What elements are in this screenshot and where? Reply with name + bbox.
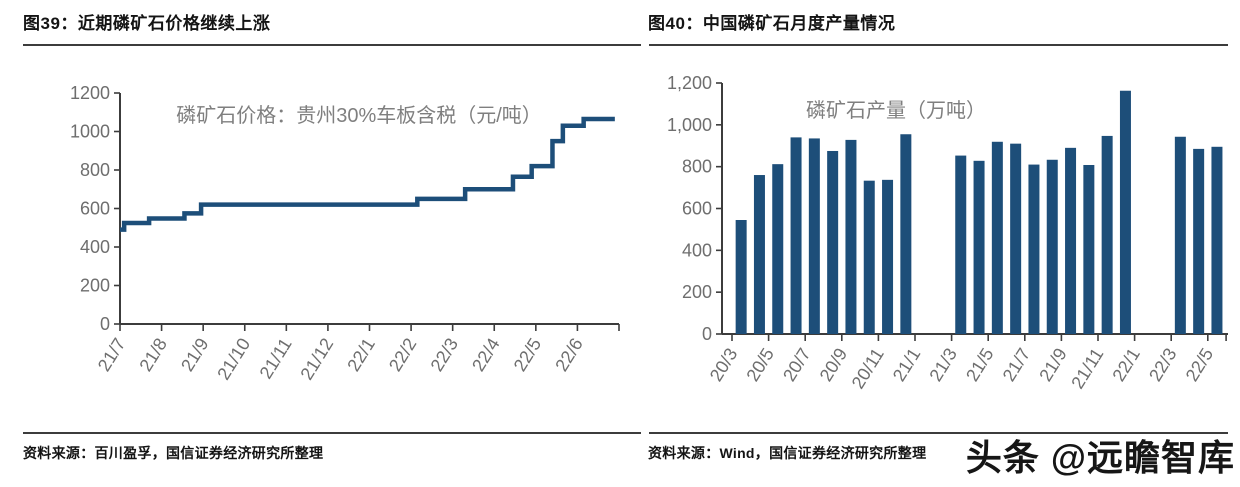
x-tick-label: 21/1 [889,345,925,385]
bar [827,150,839,334]
x-tick-label: 22/2 [385,335,421,375]
y-axis: 0 200 400 600 800 1,000 1,200 [667,73,722,344]
header-rule-left [23,44,641,46]
footer-rule-right [649,432,1228,434]
x-tick-label: 21/9 [1035,345,1071,385]
bar [1010,143,1022,334]
x-tick-label: 21/5 [962,345,998,385]
x-tick-label: 21/8 [135,335,171,375]
x-tick-label: 21/11 [1067,345,1107,393]
bar [1046,159,1058,334]
x-tick-label: 20/5 [742,345,778,385]
footer-rule-left [23,432,641,434]
y-tick-label: 200 [80,276,110,296]
y-tick-label: 800 [682,157,712,177]
x-tick-label: 21/10 [213,335,254,384]
bar [955,155,967,334]
price-series [120,116,615,232]
source-right: 资料来源：Wind，国信证券经济研究所整理 [648,445,927,461]
y-tick-label: 400 [80,237,110,257]
bar [1028,164,1040,334]
source-left: 资料来源：百川盈孚，国信证券经济研究所整理 [23,445,324,461]
bar [882,179,894,334]
y-tick-label: 0 [702,324,712,344]
y-tick-label: 200 [682,282,712,302]
y-tick-label: 400 [682,240,712,260]
bar [1101,135,1113,334]
bar [1211,146,1223,334]
x-tick-label: 20/3 [706,345,742,385]
y-tick-label: 1000 [70,122,110,142]
y-tick-label: 600 [80,199,110,219]
y-tick-label: 0 [100,314,110,334]
y-tick-label: 1200 [70,83,110,103]
bar [1119,90,1131,334]
bar [863,180,875,334]
bar [1174,136,1186,334]
x-tick-label: 21/11 [256,335,296,383]
bar [845,139,857,334]
bar [973,160,985,334]
axes [119,93,619,325]
x-tick-label: 21/3 [925,345,961,385]
header-rule-right [649,44,1228,46]
x-tick-label: 20/9 [816,345,852,385]
bar [991,141,1003,334]
x-tick-label: 22/5 [510,335,546,375]
bar [900,134,912,334]
chart-inner-title: 磷矿石价格：贵州30%车板含税（元/吨） [176,104,542,127]
x-tick-label: 22/4 [468,335,504,375]
x-tick-label: 20/7 [779,345,815,385]
y-tick-label: 1,000 [667,115,712,135]
y-axis: 0 200 400 600 800 1000 1200 [70,83,120,334]
y-tick-label: 1,200 [667,73,712,93]
bar [808,138,820,334]
x-tick-label: 21/7 [94,335,130,375]
x-tick-label: 22/3 [427,335,463,375]
x-tick-label: 22/1 [343,335,379,375]
x-tick-label: 22/3 [1145,345,1181,385]
bar [790,137,802,334]
x-tick-label: 21/12 [296,335,337,384]
chart-inner-title: 磷矿石产量（万吨） [806,99,986,122]
production-bars [735,90,1223,334]
x-tick-label: 22/6 [551,335,587,375]
watermark: 头条 @远瞻智库 [965,437,1235,478]
x-tick-label: 21/7 [999,345,1035,385]
bar [1193,148,1205,334]
bar [1065,147,1077,334]
x-tick-label: 22/5 [1182,345,1218,385]
x-axis: 20/3 20/5 20/7 20/920/11 21/1 21/3 21/5 21/7 21/… [706,334,1227,393]
x-axis: 21/7 21/8 21/9 21/10 21/11 21/12 22/1 22/2 22/3 2… [94,324,620,384]
bar [1083,164,1095,334]
x-tick-label: 20/11 [848,345,888,393]
x-tick-label: 21/9 [177,335,213,375]
bar [735,220,747,334]
x-tick-label: 22/1 [1108,345,1144,385]
y-tick-label: 600 [682,199,712,219]
figure-39-title: 图39：近期磷矿石价格继续上涨 [23,14,271,33]
y-tick-label: 800 [80,160,110,180]
bar [772,164,784,334]
bar [753,175,765,334]
figure-40-title: 图40：中国磷矿石月度产量情况 [648,14,896,33]
